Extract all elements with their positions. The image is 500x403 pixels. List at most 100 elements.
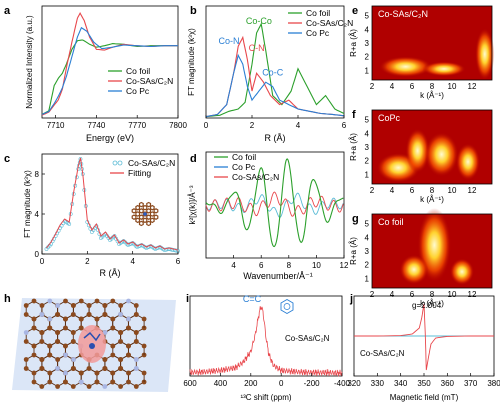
y-tick-label: 3	[365, 143, 370, 152]
peak-annotation: C-N	[249, 43, 265, 53]
carbon-atom	[70, 339, 76, 344]
x-tick-label: -400	[334, 379, 351, 388]
carbon-atom	[94, 298, 100, 304]
carbon-atom	[86, 312, 92, 317]
molecule-ring	[142, 217, 148, 224]
carbon-atom	[39, 303, 45, 308]
heatmap-title: Co-SAs/C₂N	[378, 9, 428, 19]
molecule-ring	[138, 201, 144, 208]
legend-entry: Co-SAs/C₂N	[306, 18, 353, 28]
molecule-ring	[131, 214, 137, 220]
nitrogen-atom	[126, 298, 131, 304]
x-tick-label: 400	[214, 379, 228, 388]
carbon-atom	[110, 379, 116, 385]
peak-annotation: Co-Co	[246, 16, 272, 26]
panel-c-xlabel: R (Å)	[100, 268, 121, 278]
y-tick-label: 4	[365, 129, 370, 138]
carbon-atom	[31, 316, 37, 322]
x-tick-label: 8	[287, 261, 292, 270]
molecule-ring	[142, 211, 148, 217]
carbon-atom	[86, 303, 92, 308]
carbon-atom	[94, 370, 100, 376]
molecule-ring	[149, 204, 155, 211]
nitrogen-atom	[71, 357, 76, 362]
nitrogen-atom	[63, 370, 68, 376]
y-tick-label: 4	[365, 233, 370, 242]
carbon-atom	[110, 325, 116, 331]
peak-annotation: Co-N	[218, 36, 239, 46]
carbon-atom	[133, 303, 139, 308]
molecule-ring	[135, 211, 141, 217]
y-tick-label: 5	[365, 12, 370, 21]
panel-label-b: b	[190, 5, 197, 17]
carbon-atom	[70, 330, 76, 335]
y-tick-label: 4	[35, 210, 40, 219]
y-tick-label: 5	[365, 220, 370, 229]
x-tick-label: 12	[468, 186, 477, 195]
y-tick-label: 3	[365, 39, 370, 48]
carbon-atom	[39, 384, 45, 389]
legend-entry: Co-SAs/C₂N	[232, 172, 279, 182]
heatmap-intensity-region	[422, 61, 466, 77]
x-tick-label: 10	[312, 261, 321, 270]
carbon-atom	[23, 366, 29, 371]
y-tick-label: 8	[35, 170, 40, 179]
carbon-atom	[39, 339, 45, 344]
carbon-atom	[39, 330, 45, 335]
carbon-atom	[94, 379, 100, 385]
x-tick-label: 600	[183, 379, 197, 388]
carbon-atom	[133, 339, 139, 344]
panel-label-h: h	[4, 293, 11, 305]
x-tick-label: 6	[410, 186, 415, 195]
legend-entry: Co-SAs/C₂N	[128, 158, 175, 168]
x-tick-label: 340	[394, 379, 408, 388]
panel-d-frame	[205, 151, 345, 259]
molecule-ring	[146, 201, 152, 208]
xanes-line	[41, 12, 178, 116]
nitrogen-atom	[55, 366, 60, 371]
x-tick-label: 7770	[128, 121, 146, 130]
heatmap-frame	[371, 213, 493, 289]
molecule-ring	[146, 220, 152, 227]
x-tick-label: 7710	[47, 121, 65, 130]
x-tick-label: 6	[176, 257, 181, 266]
carbon-atom	[70, 312, 76, 317]
molecule-ring	[135, 217, 141, 224]
carbon-atom	[110, 316, 116, 322]
panel-d-xlabel: Wavenumber/Å⁻¹	[243, 271, 312, 281]
carbon-atom	[55, 357, 61, 362]
panel-label-a: a	[4, 5, 11, 17]
carbon-atom	[126, 343, 131, 349]
legend-entry: Co foil	[232, 152, 256, 162]
heatmap-intensity-region	[450, 258, 474, 286]
x-tick-label: 4	[296, 121, 301, 130]
nitrogen-atom	[78, 379, 84, 385]
panel-label-j: j	[349, 293, 353, 305]
carbon-atom	[78, 325, 84, 331]
carbon-atom	[47, 352, 53, 358]
carbon-atom	[47, 325, 53, 331]
x-tick-label: 12	[468, 82, 477, 91]
carbon-atom	[126, 379, 131, 385]
molecule-ring	[131, 208, 137, 214]
heatmap-ylabel: R+a (Å)	[349, 237, 358, 265]
panel-d: 4 6 8 10 12 Wavenumber/Å⁻¹ k²[χ(k)]/Å⁻³ Co f…	[188, 151, 349, 281]
carbon-atom	[86, 384, 92, 389]
panel-label-g: g	[352, 213, 359, 225]
heatmap-frame	[371, 109, 493, 185]
x-tick-label: 380	[487, 379, 500, 388]
x-tick-label: 200	[244, 379, 258, 388]
exafs-cofoil-line	[205, 158, 344, 248]
carbon-atom	[23, 357, 29, 362]
carbon-atom	[63, 298, 68, 304]
carbon-atom	[31, 343, 37, 349]
x-tick-label: 8	[430, 186, 435, 195]
carbon-atom	[23, 312, 29, 317]
carbon-atom	[110, 352, 116, 358]
nitrogen-atom	[47, 316, 53, 322]
x-tick-label: 350	[417, 379, 431, 388]
molecule-ring	[153, 214, 159, 220]
